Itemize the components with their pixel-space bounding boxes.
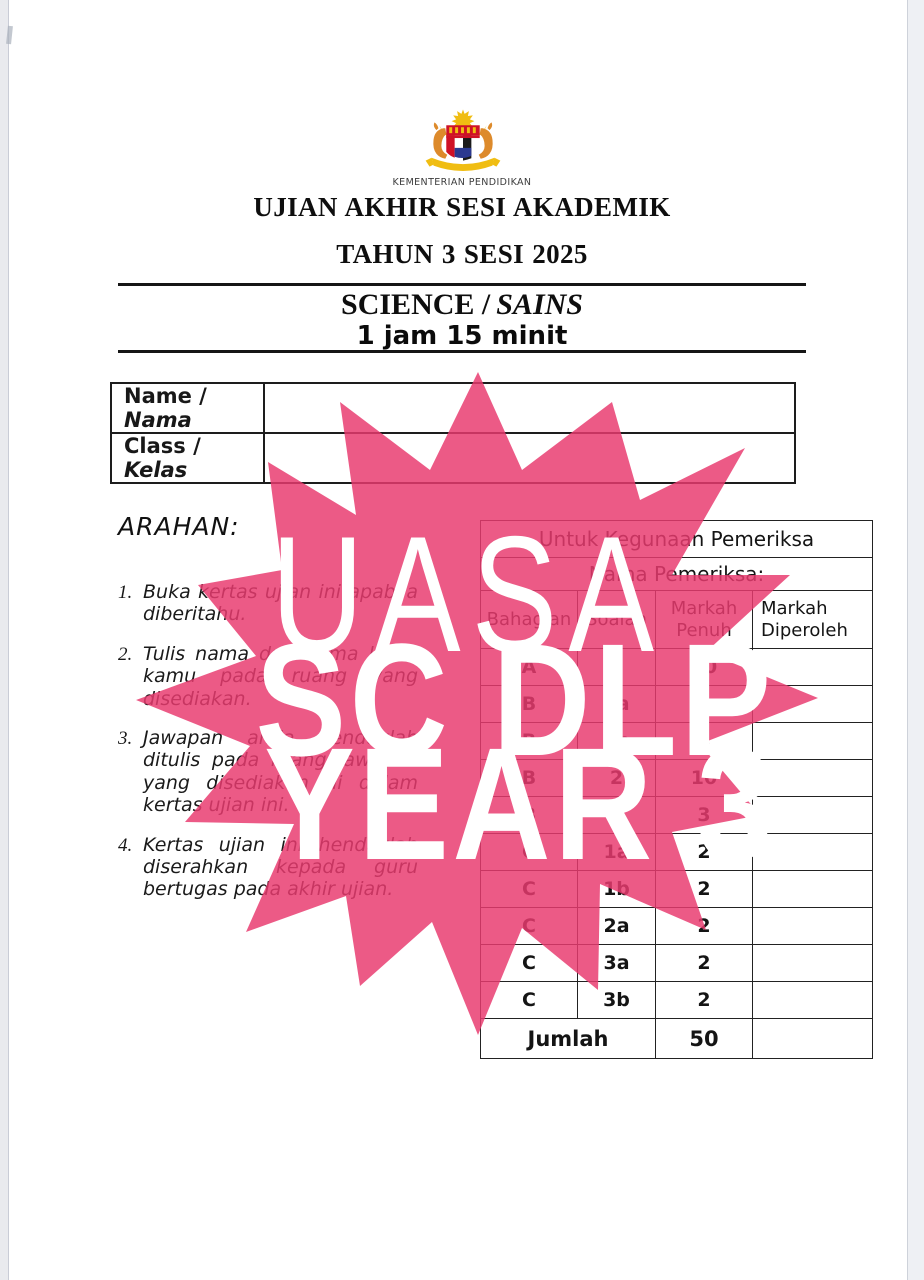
table-row: Name / Nama bbox=[110, 382, 796, 434]
table-row: C 3b 2 bbox=[480, 981, 874, 1019]
table-row: C 3a 2 bbox=[480, 944, 874, 982]
divider-top bbox=[118, 283, 806, 286]
watermark-line-year3: YEAR 3 bbox=[264, 714, 776, 893]
marks-obtained-cell bbox=[751, 907, 874, 945]
table-total-row: Jumlah 50 bbox=[480, 1018, 874, 1059]
marks-obtained-cell bbox=[751, 1018, 874, 1059]
malaysia-coat-of-arms-icon bbox=[425, 109, 501, 171]
class-label: Class / Kelas bbox=[110, 432, 265, 484]
watermark-line-scdlp: SC DLP bbox=[255, 610, 775, 789]
watermark-line-uasa: UASA bbox=[270, 502, 666, 686]
student-info-table: Name / Nama Class / Kelas bbox=[110, 382, 796, 484]
name-value-cell bbox=[263, 382, 796, 434]
exam-title: UJIAN AKHIR SESI AKADEMIK bbox=[253, 192, 671, 222]
divider-bottom bbox=[118, 350, 806, 353]
ministry-label: KEMENTERIAN PENDIDIKAN bbox=[392, 177, 532, 188]
photo-corner-artifact bbox=[6, 25, 13, 45]
marks-obtained-cell bbox=[751, 944, 874, 982]
exam-year-session: TAHUN 3 SESI 2025 bbox=[336, 239, 588, 269]
subject-title: SCIENCE / SAINS bbox=[341, 288, 583, 321]
total-label: Jumlah bbox=[480, 1018, 656, 1059]
photo-edge-left bbox=[0, 0, 9, 1280]
table-row: Class / Kelas bbox=[110, 432, 796, 484]
exam-duration: 1 jam 15 minit bbox=[356, 321, 568, 351]
table-row: C 2a 2 bbox=[480, 907, 874, 945]
photo-edge-right bbox=[907, 0, 924, 1280]
name-label: Name / Nama bbox=[110, 382, 265, 434]
marks-obtained-cell bbox=[751, 981, 874, 1019]
class-value-cell bbox=[263, 432, 796, 484]
total-value: 50 bbox=[655, 1018, 753, 1059]
